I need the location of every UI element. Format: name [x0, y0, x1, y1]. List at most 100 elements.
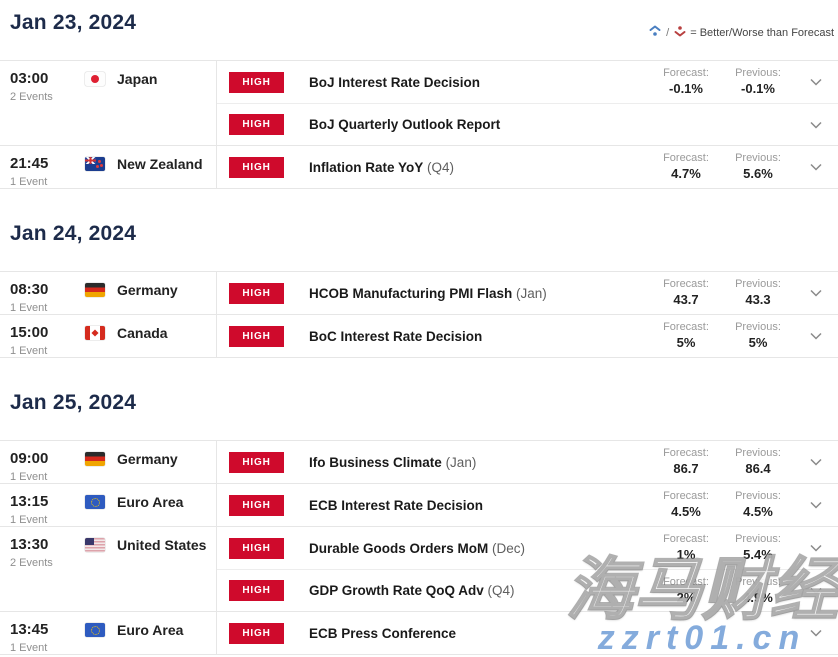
previous-value: 5.6% — [743, 166, 773, 181]
importance-badge: HIGH — [229, 156, 284, 178]
time-country-cell: 03:00 2 Events Japan — [0, 61, 216, 145]
country-flag-icon — [85, 326, 105, 340]
time-country-cell: 13:45 1 Event Euro Area — [0, 612, 216, 654]
importance-badge: HIGH — [229, 537, 284, 559]
chevron-down-icon[interactable] — [794, 289, 838, 297]
event-row[interactable]: HIGH ECB Press Conference — [217, 612, 838, 654]
event-title: Inflation Rate YoY (Q4) — [309, 159, 455, 175]
time-country-cell: 15:00 1 Event Canada — [0, 315, 216, 357]
chevron-down-icon[interactable] — [794, 587, 838, 595]
previous-value: 86.4 — [745, 461, 771, 476]
event-row[interactable]: HIGH BoJ Interest Rate Decision Forecast… — [217, 61, 838, 103]
event-count: 1 Event — [10, 302, 48, 314]
forecast-cell: Forecast: 5% — [650, 321, 722, 351]
time-block: 13:15 1 Event Euro Area HIGH ECB Interes… — [0, 484, 838, 527]
country-name: Euro Area — [117, 622, 184, 638]
event-row[interactable]: HIGH HCOB Manufacturing PMI Flash (Jan) … — [217, 272, 838, 314]
previous-cell: Previous: 5% — [722, 321, 794, 351]
date-heading: Jan 24, 2024 — [10, 222, 137, 245]
better-up-icon — [648, 24, 662, 41]
event-count: 2 Events — [10, 91, 53, 103]
country-name: Germany — [117, 282, 178, 298]
event-period: (Jan) — [516, 285, 547, 301]
event-title: BoJ Quarterly Outlook Report — [309, 117, 501, 132]
event-row[interactable]: HIGH Durable Goods Orders MoM (Dec) Fore… — [217, 527, 838, 569]
time-block: 03:00 2 Events Japan HIGH BoJ Interest R… — [0, 61, 838, 146]
day-group: 03:00 2 Events Japan HIGH BoJ Interest R… — [0, 60, 838, 189]
forecast-cell: Forecast: -0.1% — [650, 67, 722, 97]
event-period: (Q4) — [487, 583, 515, 598]
event-count: 2 Events — [10, 557, 53, 569]
country-flag-icon — [85, 538, 105, 552]
chevron-down-icon[interactable] — [794, 458, 838, 466]
event-row[interactable]: HIGH Inflation Rate YoY (Q4) Forecast: 4… — [217, 146, 838, 188]
previous-cell: Previous: 4.5% — [722, 490, 794, 520]
country-flag-icon — [85, 452, 105, 466]
importance-badge: HIGH — [229, 71, 284, 93]
event-row[interactable]: HIGH BoC Interest Rate Decision Forecast… — [217, 315, 838, 357]
forecast-cell: Forecast: 43.7 — [650, 278, 722, 308]
time-block: 08:30 1 Event Germany HIGH HCOB Manufact… — [0, 272, 838, 315]
previous-cell: Previous: 5.6% — [722, 152, 794, 182]
day-group: 08:30 1 Event Germany HIGH HCOB Manufact… — [0, 271, 838, 358]
event-count: 1 Event — [10, 514, 48, 526]
chevron-down-icon[interactable] — [794, 121, 838, 129]
importance-badge: HIGH — [229, 114, 284, 135]
country-name: New Zealand — [117, 156, 203, 172]
day-group: 09:00 1 Event Germany HIGH Ifo Business … — [0, 440, 838, 655]
country-name: Japan — [117, 71, 158, 87]
event-count: 1 Event — [10, 471, 48, 483]
event-row[interactable]: HIGH BoJ Quarterly Outlook Report — [217, 103, 838, 145]
chevron-down-icon[interactable] — [794, 544, 838, 552]
event-row[interactable]: HIGH GDP Growth Rate QoQ Adv (Q4) Foreca… — [217, 569, 838, 611]
previous-value: -0.1% — [741, 81, 775, 96]
forecast-value: 1% — [676, 547, 696, 562]
legend-separator: / — [666, 26, 670, 39]
previous-cell — [722, 124, 794, 125]
date-heading: Jan 23, 2024 — [10, 11, 137, 34]
previous-cell: Previous: 4.9% — [722, 576, 794, 606]
chevron-down-icon[interactable] — [794, 163, 838, 171]
time-block: 13:45 1 Event Euro Area HIGH ECB Press C… — [0, 612, 838, 655]
time-country-cell: 21:45 1 Event New Zealand — [0, 146, 216, 188]
previous-cell — [722, 633, 794, 634]
event-period: (Dec) — [492, 540, 526, 556]
importance-badge: HIGH — [229, 325, 284, 347]
country-flag-icon — [85, 157, 105, 171]
time-block: 21:45 1 Event New Zealand HIGH Inflation… — [0, 146, 838, 189]
event-row[interactable]: HIGH Ifo Business Climate (Jan) Forecast… — [217, 441, 838, 483]
country-flag-icon — [85, 72, 105, 86]
forecast-value: 86.7 — [673, 461, 699, 476]
time-label: 21:45 — [10, 155, 49, 172]
time-block: 13:30 2 Events United States HIGH Durabl… — [0, 527, 838, 612]
previous-value: 5.4% — [743, 547, 773, 562]
event-row[interactable]: HIGH ECB Interest Rate Decision Forecast… — [217, 484, 838, 526]
previous-cell: Previous: -0.1% — [722, 67, 794, 97]
importance-badge: HIGH — [229, 494, 284, 516]
forecast-cell: Forecast: 2% — [650, 576, 722, 606]
legend-text: = Better/Worse than Forecast — [690, 26, 834, 39]
previous-cell: Previous: 86.4 — [722, 447, 794, 477]
chevron-down-icon[interactable] — [794, 501, 838, 509]
time-country-cell: 09:00 1 Event Germany — [0, 441, 216, 483]
forecast-cell: Forecast: 4.5% — [650, 490, 722, 520]
event-count: 1 Event — [10, 176, 48, 188]
chevron-down-icon[interactable] — [794, 332, 838, 340]
time-label: 03:00 — [10, 70, 49, 87]
country-name: Canada — [117, 325, 168, 341]
chevron-down-icon[interactable] — [794, 629, 838, 637]
event-title: HCOB Manufacturing PMI Flash (Jan) — [309, 285, 547, 301]
previous-value: 4.5% — [743, 504, 773, 519]
legend: / = Better/Worse than Forecast — [648, 24, 834, 41]
time-country-cell: 13:15 1 Event Euro Area — [0, 484, 216, 526]
country-name: Germany — [117, 451, 178, 467]
forecast-cell: Forecast: 86.7 — [650, 447, 722, 477]
importance-badge: HIGH — [229, 282, 284, 304]
country-flag-icon — [85, 283, 105, 297]
event-title: BoC Interest Rate Decision — [309, 328, 483, 344]
chevron-down-icon[interactable] — [794, 78, 838, 86]
previous-value: 4.9% — [743, 589, 773, 605]
forecast-value: 43.7 — [673, 292, 699, 307]
previous-cell: Previous: 43.3 — [722, 278, 794, 308]
event-title: BoJ Interest Rate Decision — [309, 74, 481, 90]
